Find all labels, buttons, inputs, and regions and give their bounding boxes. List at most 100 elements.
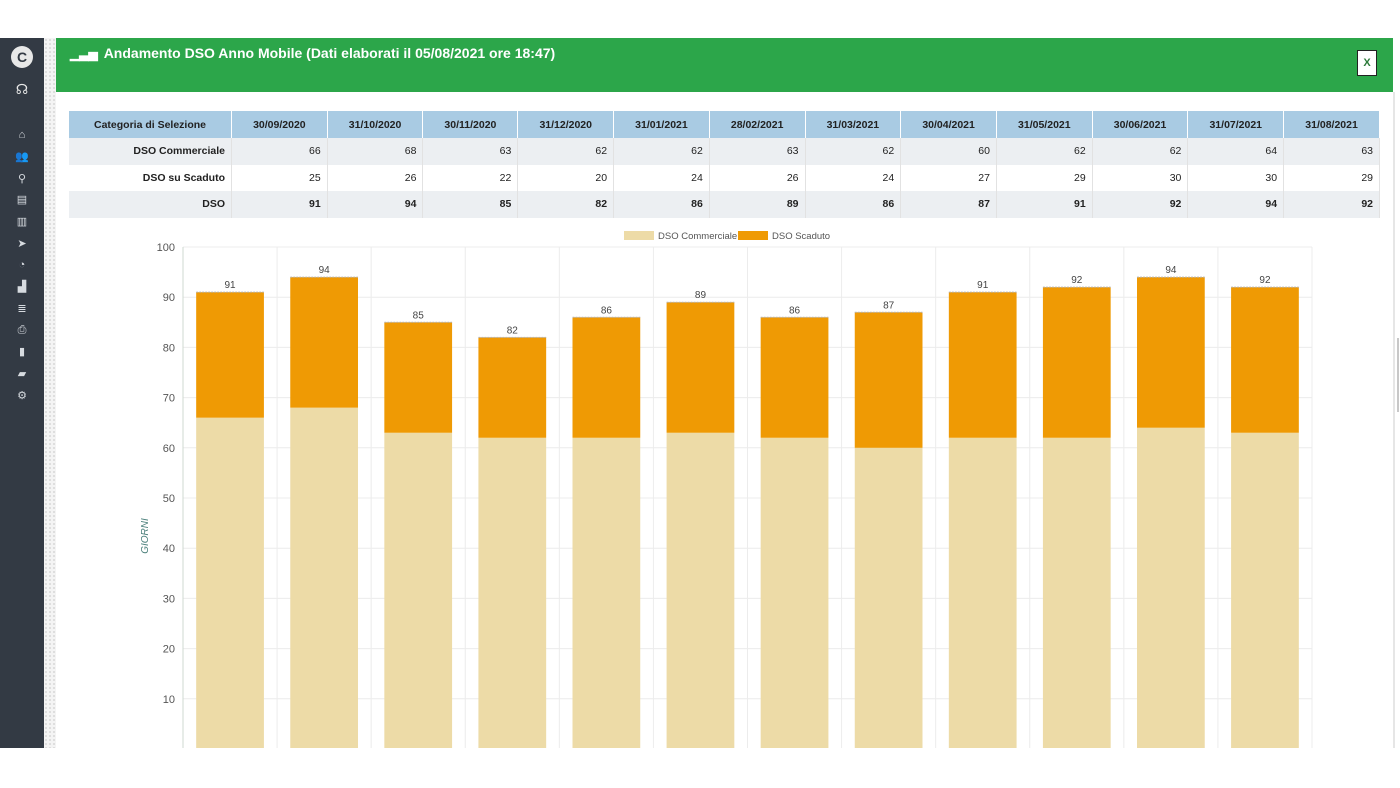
list-icon[interactable]: ≣ (17, 302, 27, 315)
bar-dso-commerciale (1231, 432, 1299, 748)
bar-dso-scaduto (666, 302, 735, 433)
bar-dso-commerciale (760, 437, 829, 748)
y-tick-label: 100 (157, 242, 175, 254)
table-cell: 86 (805, 191, 902, 218)
column-header[interactable]: Categoria di Selezione (69, 111, 232, 138)
table-cell: 68 (327, 138, 424, 165)
bar-dso-scaduto (384, 322, 453, 433)
bar-dso-commerciale (196, 417, 264, 748)
table-cell: 24 (613, 164, 710, 191)
printer-icon[interactable]: ⎙ (17, 323, 27, 336)
table-cell: 94 (1187, 191, 1285, 218)
y-tick-label: 60 (163, 443, 175, 455)
table-cell: 92 (1283, 191, 1380, 218)
panel-header: ▁▃▅ Andamento DSO Anno Mobile (Dati elabo… (56, 38, 1393, 92)
y-tick-label: 20 (163, 644, 175, 656)
bar-dso-scaduto (948, 292, 1017, 438)
table-header-row: Categoria di Selezione 30/09/2020 31/10/… (69, 111, 1380, 138)
table-cell: 62 (1092, 138, 1189, 165)
dso-table: Categoria di Selezione 30/09/2020 31/10/… (69, 111, 1380, 218)
column-header[interactable]: 31/12/2020 (517, 111, 615, 138)
table-cell: 30 (1092, 164, 1189, 191)
bar-total-label: 86 (789, 305, 801, 316)
excel-icon: X (1363, 57, 1371, 69)
column-header[interactable]: 31/07/2021 (1187, 111, 1285, 138)
bar-chart-icon[interactable]: ▟ (17, 281, 27, 294)
column-header[interactable]: 31/08/2021 (1283, 111, 1380, 138)
table-row: DSO Commerciale 66 68 63 62 62 63 62 60 62 62 64 63 (69, 138, 1380, 165)
pie-chart-icon[interactable]: ◔ (18, 258, 26, 271)
folder-open-icon[interactable]: ▰ (17, 367, 27, 380)
bar-dso-commerciale (384, 432, 453, 748)
table-cell: 26 (709, 164, 806, 191)
bar-dso-commerciale (666, 432, 735, 748)
bar-total-label: 94 (1165, 265, 1177, 276)
y-tick-label: 40 (163, 543, 175, 555)
excel-export-button[interactable]: X (1357, 50, 1377, 76)
table-cell: 82 (517, 191, 615, 218)
table-cell: 29 (996, 164, 1093, 191)
table-cell: 29 (1283, 164, 1380, 191)
user-search-icon[interactable]: ⚲ (17, 172, 27, 185)
legend-swatch (738, 231, 768, 240)
table-cell: 30 (1187, 164, 1285, 191)
paper-plane-icon[interactable]: ➤ (17, 237, 27, 250)
brand-icon[interactable]: ☊ (15, 81, 29, 97)
table-cell: 60 (900, 138, 997, 165)
column-header[interactable]: 31/01/2021 (613, 111, 710, 138)
bar-dso-scaduto (760, 317, 829, 438)
file-icon[interactable]: ▮ (18, 346, 26, 359)
bar-dso-scaduto (1137, 277, 1205, 428)
y-tick-label: 10 (163, 694, 175, 706)
bar-dso-commerciale (478, 437, 547, 748)
column-header[interactable]: 28/02/2021 (709, 111, 806, 138)
y-tick-label: 70 (163, 393, 175, 405)
column-header[interactable]: 31/05/2021 (996, 111, 1093, 138)
table-cell: 91 (996, 191, 1093, 218)
page-title: Andamento DSO Anno Mobile (Dati elaborat… (103, 45, 556, 61)
y-tick-label: 90 (163, 292, 175, 304)
bar-total-label: 89 (695, 290, 707, 301)
bar-dso-scaduto (290, 277, 358, 408)
bar-chart-icon: ▁▃▅ (70, 47, 98, 61)
table-cell: 63 (1283, 138, 1380, 165)
bar-dso-commerciale (1137, 427, 1205, 748)
bar-total-label: 85 (413, 310, 425, 321)
app-logo[interactable]: C (11, 46, 33, 68)
clipboard-icon[interactable]: ▤ (16, 194, 28, 207)
table-cell: 20 (517, 164, 615, 191)
column-header[interactable]: 30/06/2021 (1092, 111, 1189, 138)
column-header[interactable]: 30/09/2020 (231, 111, 328, 138)
bar-total-label: 86 (601, 305, 613, 316)
home-icon[interactable]: ⌂ (18, 128, 26, 141)
legend-label: DSO Commerciale (658, 231, 737, 242)
row-label: DSO Commerciale (69, 138, 232, 165)
table-cell: 91 (231, 191, 328, 218)
table-row: DSO su Scaduto 25 26 22 20 24 26 24 27 29 30 30 29 (69, 164, 1380, 191)
bar-dso-scaduto (196, 292, 264, 418)
table-cell: 63 (709, 138, 806, 165)
bar-dso-commerciale (572, 437, 641, 748)
scrollbar-thumb[interactable] (1397, 338, 1399, 412)
column-header[interactable]: 31/10/2020 (327, 111, 424, 138)
bar-dso-scaduto (478, 337, 547, 438)
table-cell: 62 (613, 138, 710, 165)
dso-chart: 10 20 30 40 50 60 70 80 90 100 GIORNI 91 94 85 82 86 89 8… (140, 231, 1313, 748)
book-icon[interactable]: ▥ (16, 216, 28, 229)
row-label: DSO su Scaduto (69, 164, 232, 191)
column-header[interactable]: 30/11/2020 (422, 111, 519, 138)
cogs-icon[interactable]: ⚙ (17, 389, 27, 402)
sidebar: C ☊ ⌂ 👥 ⚲ ▤ ▥ ➤ ◔ ▟ ≣ ⎙ ▮ ▰ ⚙ (0, 38, 44, 748)
users-icon[interactable]: 👥 (15, 151, 29, 164)
bar-total-label: 92 (1259, 275, 1271, 286)
column-header[interactable]: 30/04/2021 (900, 111, 997, 138)
table-cell: 27 (900, 164, 997, 191)
legend-swatch (624, 231, 654, 240)
table-cell: 94 (327, 191, 424, 218)
y-tick-label: 80 (163, 342, 175, 354)
column-header[interactable]: 31/03/2021 (805, 111, 902, 138)
bar-total-label: 87 (883, 300, 895, 311)
table-cell: 62 (805, 138, 902, 165)
bar-total-label: 91 (977, 280, 989, 291)
bar-dso-scaduto (1231, 287, 1299, 433)
